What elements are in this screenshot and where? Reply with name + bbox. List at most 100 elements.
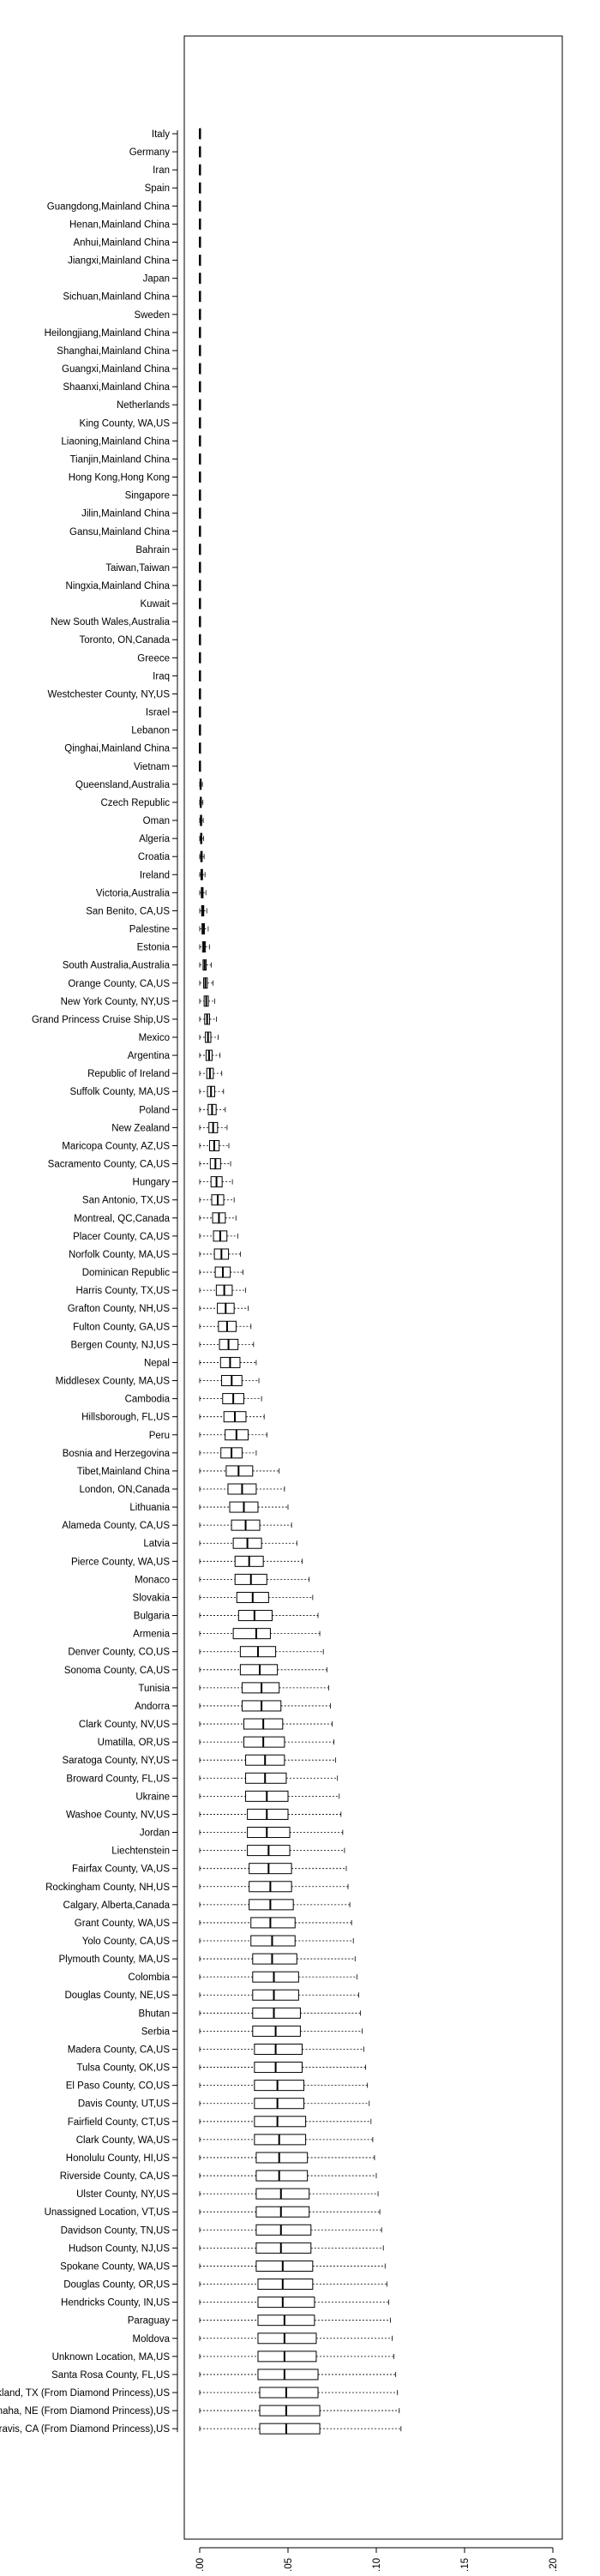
box-iqr <box>247 1827 291 1839</box>
y-tick-label: Fairfax County, VA,US <box>72 1864 170 1875</box>
box-13 <box>199 345 201 357</box>
y-tick-label: Queensland,Australia <box>75 780 171 790</box>
box-91 <box>199 1754 337 1766</box>
y-tick-label: Sweden <box>134 310 170 321</box>
y-tick-label: Ulster County, NY,US <box>76 2189 170 2200</box>
y-tick-label: Grafton County, NH,US <box>68 1304 171 1314</box>
box-iqr <box>255 2224 312 2236</box>
box-112 <box>199 2134 374 2146</box>
y-tick-label: Germany <box>129 147 171 158</box>
box-4 <box>199 182 201 194</box>
box-iqr <box>232 1628 271 1640</box>
box-85 <box>199 1646 324 1658</box>
y-tick-label: Spokane County, WA,US <box>60 2261 170 2272</box>
y-tick-label: Calgary, Alberta,Canada <box>63 1900 171 1911</box>
box-125 <box>199 2369 397 2381</box>
box-65 <box>199 1284 246 1296</box>
y-tick-label: Sichuan,Mainland China <box>63 292 170 303</box>
y-tick-label: Cambodia <box>125 1395 171 1405</box>
box-83 <box>199 1610 319 1622</box>
y-tick-label: Grant County, WA,US <box>75 1918 171 1929</box>
box-76 <box>199 1483 285 1495</box>
box-93 <box>199 1790 340 1802</box>
box-41 <box>199 850 205 862</box>
box-26 <box>199 579 201 591</box>
y-tick-label: Heilongjiang,Mainland China <box>45 328 171 339</box>
box-123 <box>199 2333 393 2345</box>
box-35 <box>199 742 201 754</box>
box-36 <box>199 760 201 772</box>
y-tick-label: Bulgaria <box>134 1612 171 1622</box>
box-6 <box>199 218 201 230</box>
box-118 <box>199 2242 384 2254</box>
box-78 <box>199 1519 292 1531</box>
box-109 <box>199 2080 369 2092</box>
box-7 <box>199 236 201 248</box>
y-tick-label: Jordan <box>140 1828 170 1839</box>
box-14 <box>199 363 201 375</box>
box-108 <box>199 2062 367 2074</box>
plot-frame <box>183 35 563 2540</box>
y-tick-label: Vietnam <box>134 762 170 772</box>
box-96 <box>199 1845 345 1857</box>
y-tick-label: Guangxi,Mainland China <box>62 364 171 375</box>
y-tick-label: Estonia <box>137 943 171 953</box>
box-72 <box>199 1411 265 1423</box>
y-tick-label: Denver County, CO,US <box>68 1648 170 1658</box>
y-tick-label: Hudson County, NJ,US <box>69 2243 170 2254</box>
box-iqr <box>259 2387 319 2399</box>
box-111 <box>199 2116 372 2128</box>
y-tick-label: Lithuania <box>129 1503 170 1513</box>
boxes-layer <box>199 128 402 2435</box>
box-44 <box>199 904 207 916</box>
y-tick-label: Italy <box>152 129 170 140</box>
box-8 <box>199 255 201 267</box>
x-tick-label: 0.05 <box>284 2558 294 2572</box>
box-27 <box>199 597 201 609</box>
box-iqr <box>252 2007 301 2019</box>
y-tick-label: Bhutan <box>139 2009 170 2019</box>
y-tick-label: Greece <box>137 653 170 664</box>
box-43 <box>199 886 207 898</box>
box-20 <box>199 471 201 483</box>
box-59 <box>199 1176 233 1188</box>
y-tick-label: King County, WA,US <box>80 418 171 429</box>
y-tick-label: Oman <box>143 816 170 826</box>
box-55 <box>199 1103 226 1115</box>
box-107 <box>199 2043 364 2055</box>
box-71 <box>199 1393 262 1405</box>
box-70 <box>199 1375 260 1387</box>
box-15 <box>199 381 201 393</box>
box-24 <box>199 543 201 555</box>
y-tick-label: Palestine <box>129 925 170 935</box>
box-77 <box>199 1501 289 1513</box>
y-tick-label: Douglas County, NE,US <box>64 1991 170 2001</box>
y-tick-label: Singapore <box>125 491 170 501</box>
y-tick-label: Hillsborough, FL,US <box>81 1413 170 1423</box>
x-tick-label: 0.10 <box>372 2558 382 2572</box>
box-47 <box>199 959 212 971</box>
y-tick-label: Ukraine <box>135 1792 170 1802</box>
box-98 <box>199 1881 349 1893</box>
y-tick-label: Japan <box>143 274 170 285</box>
y-tick-label: Poland <box>139 1105 170 1115</box>
box-94 <box>199 1808 342 1820</box>
box-33 <box>199 706 201 718</box>
box-115 <box>199 2188 379 2200</box>
box-32 <box>199 688 201 700</box>
x-tick-label: 0.15 <box>460 2558 471 2572</box>
box-88 <box>199 1700 331 1712</box>
box-16 <box>199 399 201 411</box>
y-tick-label: Plymouth County, MA,US <box>58 1955 170 1965</box>
box-iqr <box>257 2315 315 2327</box>
y-tick-label: Algeria <box>139 834 170 844</box>
y-tick-label: Ningxia,Mainland China <box>66 581 171 591</box>
y-tick-label: Paraguay <box>128 2316 170 2327</box>
y-tick-label: Travis, CA (From Diamond Princess),US <box>0 2424 170 2435</box>
box-iqr <box>249 1899 294 1911</box>
y-tick-label: Washoe County, NV,US <box>66 1810 170 1820</box>
box-61 <box>199 1212 237 1224</box>
y-tick-label: Norfolk County, MA,US <box>69 1250 170 1260</box>
y-tick-label: Montreal, QC,Canada <box>74 1214 170 1224</box>
y-tick-label: Davis County, UT,US <box>78 2099 170 2110</box>
